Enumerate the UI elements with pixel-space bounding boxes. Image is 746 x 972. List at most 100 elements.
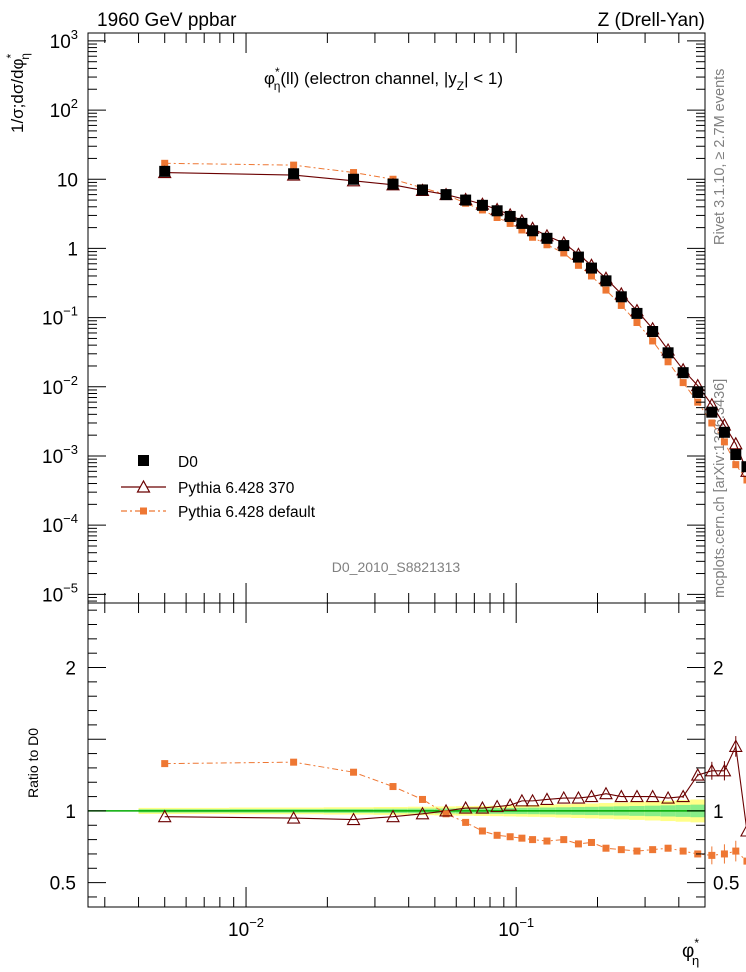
tick-exponent: −4 [63,511,78,526]
ylabel-main: 1/σ;dσ/dφ [8,58,27,133]
pythia-default-point [617,301,625,309]
y-tick-label-main: 10 [57,170,78,191]
tick-base: 10 [498,920,519,941]
y-tick-label-main: 10−2 [42,373,78,399]
tick-exponent: 3 [71,27,78,42]
pythia-default-point [602,286,610,294]
d0-point [159,165,171,177]
pythia-default-point [518,226,526,234]
d0-point [460,194,472,206]
pythia370-ratio-point [346,812,361,826]
main-series-layer [157,159,746,484]
pythia-default-ratio-point [587,838,595,846]
pythia370-ratio-point [490,799,505,813]
y-tick-label-ratio-right: 0.5 [713,874,739,895]
chart-title: φ* η(ll) (electron channel, |yZ| < 1) [264,65,503,93]
pythia-default-point [708,419,716,427]
pythia-default-point [574,261,582,269]
pythia-default-ratio-point [574,840,582,848]
pythia-default-point [161,159,169,167]
pythia-default-ratio-point [442,810,450,818]
pythia-default-ratio-point [649,846,657,854]
d0-point [718,426,730,438]
pythia370-ratio-point [599,786,613,800]
title-phi: φ [264,69,275,88]
x-tick-labels: 10−210−11 [228,915,534,941]
pythia370-ratio-point [704,763,719,777]
d0-point [288,168,300,180]
pythia370-ratio-point [571,790,586,804]
pythia-default-point [732,461,740,469]
pythia370-ratio-point [676,789,691,803]
pythia-default-ratio-point [389,783,397,791]
x-tick-label: 10−1 [498,915,534,941]
ylabel-sup: * [4,53,18,58]
title-sub2: Z [457,79,464,93]
y-tick-label-ratio-left: 0.5 [50,874,76,895]
tick-exponent: −1 [63,304,78,319]
ratio-series-layer [157,736,746,865]
ratio-y-tick-labels: 2 2 1 1 0.5 0.5 [50,659,740,895]
pythia-default-ratio-point [560,836,568,844]
y-tick-label-ratio-left: 1 [65,802,76,823]
pythia-default-line [164,162,746,480]
tick-base: 10 [42,585,63,606]
tick-exponent: −2 [63,373,78,388]
pythia-default-ratio-point [633,847,641,855]
pythia370-ratio-point [458,800,473,814]
pythia-default-ratio-point [602,844,610,852]
pythia-default-point [743,476,746,484]
tick-exponent: −3 [63,442,78,457]
legend-label-pythia370: Pythia 6.428 370 [178,480,295,497]
tick-base: 10 [228,920,249,941]
pythia-default-ratio-point [418,795,426,803]
pythia-default-ratio-point [290,758,298,766]
legend: D0 Pythia 6.428 370 Pythia 6.428 default [121,454,316,521]
d0-point [572,251,584,263]
main-y-axis-label: 1/σ;dσ/dφ*η [4,53,32,133]
pythia-default-ratio-point [720,850,728,858]
pythia370-ratio-point [556,790,571,804]
d0-point [730,449,742,461]
pythia-default-point [529,233,537,241]
d0-point [527,225,539,237]
pythia-default-point [506,219,514,227]
d0-point [631,307,643,319]
pythia370-ratio-point [584,789,599,803]
pythia-default-ratio-point [478,827,486,835]
xlabel-sup: * [694,936,699,950]
pythia370-ratio-point [690,767,705,781]
legend-label-pythia-default: Pythia 6.428 default [178,504,316,521]
pythia-default-ratio-point [743,857,746,865]
d0-point [706,406,718,418]
pythia370-ratio-point [540,792,554,806]
pythia370-ratio-point [286,810,301,824]
tick-exponent: −1 [519,915,534,930]
pythia-default-ratio-line [164,761,746,861]
tick-base: 10 [42,447,63,468]
pythia-default-point [560,249,568,257]
tick-exponent: −5 [63,580,78,595]
pythia-default-point [633,319,641,327]
pythia370-ratio-point [439,803,453,817]
pythia-default-ratio-point [679,847,687,855]
d0-point [585,262,597,274]
pythia370-ratio-point [630,789,644,803]
pythia-default-point [679,379,687,387]
ylabel-sub: η [18,53,32,60]
y-tick-label-ratio-right: 2 [713,659,724,680]
y-tick-label-main: 10−3 [42,442,78,468]
y-tick-label-main: 10−5 [42,580,78,606]
title-end: | < 1) [464,69,503,88]
y-tick-label-main: 1 [67,239,78,260]
pythia-default-ratio-point [493,831,501,839]
pythia-default-point [493,213,501,221]
d0-point [387,178,399,190]
process-label: Z (Drell-Yan) [598,10,705,31]
x-axis-label: φ* η [682,936,699,968]
pythia-default-point [664,358,672,366]
pythia-default-point [350,169,358,177]
pythia370-ratio-point [717,763,732,777]
title-mid: (ll) (electron channel, |y [280,69,457,88]
